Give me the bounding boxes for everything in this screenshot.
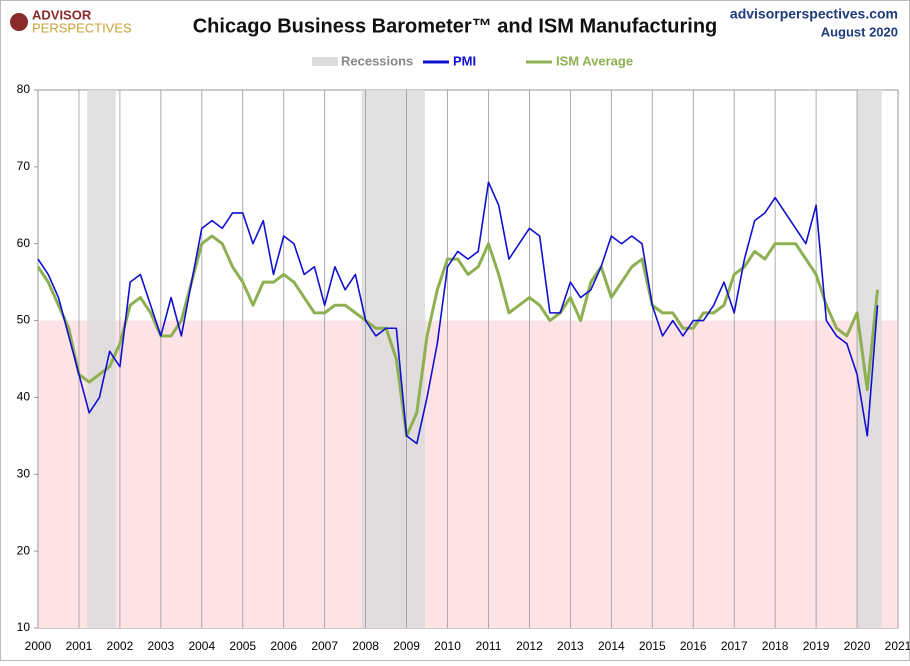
source: advisorperspectives.com xyxy=(730,6,898,22)
legend-label: Recessions xyxy=(341,53,413,68)
series-line xyxy=(37,181,879,445)
x-tick-label: 2003 xyxy=(148,639,175,653)
x-tick-label: 2000 xyxy=(25,639,52,653)
recession xyxy=(361,90,425,628)
x-tick-label: 2002 xyxy=(107,639,134,653)
x-tick-label: 2001 xyxy=(66,639,93,653)
y-tick-label: 30 xyxy=(17,466,31,480)
x-tick-label: 2020 xyxy=(844,639,871,653)
x-tick-label: 2011 xyxy=(476,639,502,653)
y-tick-label: 60 xyxy=(17,236,31,250)
legend-swatch xyxy=(312,57,338,66)
x-tick-label: 2018 xyxy=(762,639,789,653)
x-tick-label: 2007 xyxy=(311,639,338,653)
x-tick-label: 2006 xyxy=(270,639,297,653)
y-tick-label: 50 xyxy=(17,313,31,327)
x-tick-label: 2021 xyxy=(885,639,910,653)
recession xyxy=(87,90,116,628)
x-tick-label: 2016 xyxy=(680,639,707,653)
x-tick-label: 2015 xyxy=(639,639,666,653)
x-tick-label: 2005 xyxy=(229,639,256,653)
x-tick-label: 2008 xyxy=(352,639,379,653)
y-tick-label: 70 xyxy=(17,159,31,173)
y-tick-label: 80 xyxy=(17,82,31,96)
contraction-zone xyxy=(38,320,898,628)
x-tick-label: 2014 xyxy=(598,639,625,653)
x-tick-label: 2019 xyxy=(803,639,830,653)
legend-label: ISM Average xyxy=(556,53,633,68)
x-tick-label: 2004 xyxy=(188,639,215,653)
x-tick-label: 2012 xyxy=(516,639,543,653)
y-tick-label: 20 xyxy=(17,543,31,557)
x-tick-label: 2009 xyxy=(393,639,420,653)
logo-icon xyxy=(10,13,28,31)
legend-label: PMI xyxy=(453,53,476,68)
x-tick-label: 2013 xyxy=(557,639,584,653)
x-tick-label: 2017 xyxy=(721,639,748,653)
y-tick-label: 10 xyxy=(17,620,31,634)
chart-title: Chicago Business Barometer™ and ISM Manu… xyxy=(193,15,718,37)
date: August 2020 xyxy=(821,24,898,39)
logo-top: ADVISOR xyxy=(32,7,92,22)
logo-bottom: PERSPECTIVES xyxy=(32,20,132,35)
y-tick-label: 40 xyxy=(17,390,31,404)
x-tick-label: 2010 xyxy=(434,639,461,653)
